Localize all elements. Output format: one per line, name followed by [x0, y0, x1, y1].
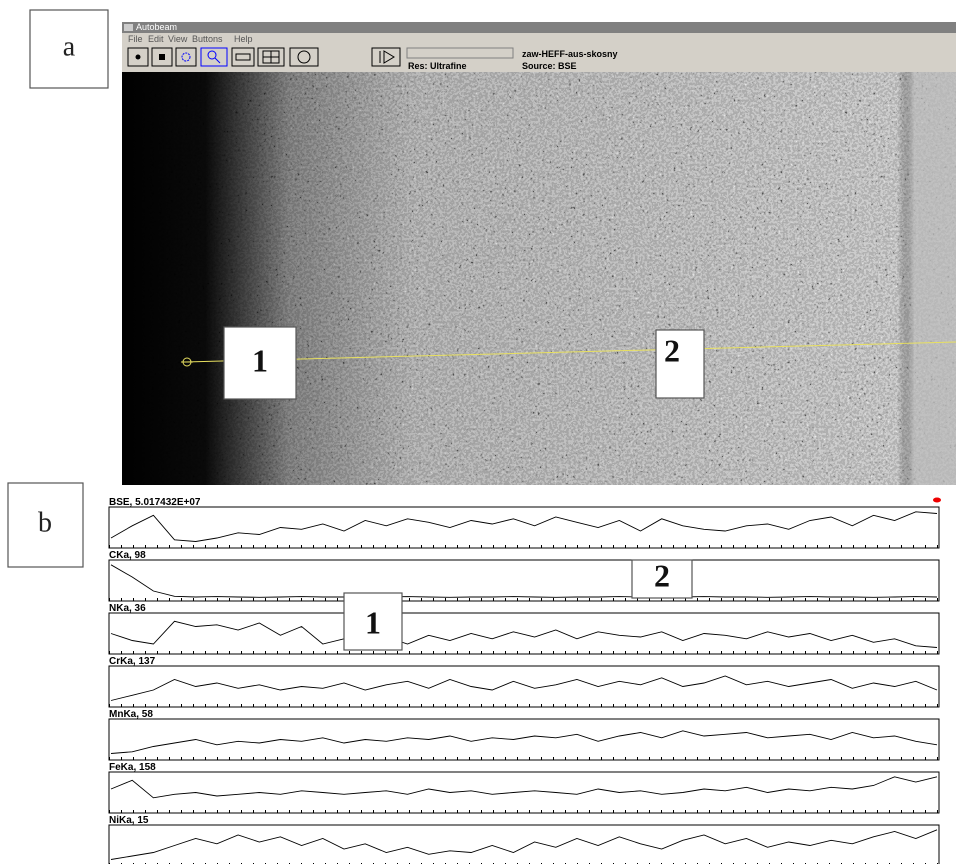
button[interactable]	[200, 47, 228, 67]
scan-label: NiKa, 15	[109, 815, 149, 826]
scan-trace	[110, 730, 938, 754]
line-scans: BSE, 5.017432E+07 CKa, 98 NKa, 36 CrKa, 137…	[108, 497, 940, 864]
cursor-dot	[933, 497, 941, 503]
scan-frame	[108, 665, 940, 708]
button[interactable]	[371, 47, 401, 67]
marker-box	[223, 326, 297, 400]
button[interactable]	[175, 47, 197, 67]
button[interactable]	[231, 47, 255, 67]
marker-box	[631, 559, 693, 599]
scan-trace	[110, 511, 938, 542]
scan-frame	[108, 559, 940, 602]
marker: 1	[252, 342, 268, 378]
scan-frame	[108, 612, 940, 655]
marker-box	[655, 329, 705, 399]
scan-frame	[108, 824, 940, 864]
title-bar	[122, 22, 956, 33]
panel-label-box	[7, 482, 84, 568]
resolution: Res: Ultrafine	[408, 61, 467, 71]
app-icon	[124, 24, 133, 31]
marker-box	[343, 592, 403, 651]
scan-trace	[110, 620, 938, 648]
window: Autobeam File Edit View Buttons Help Res…	[122, 22, 956, 485]
scan-line	[184, 341, 956, 363]
scan-trace	[110, 675, 938, 701]
menu-item[interactable]: Buttons	[192, 34, 223, 44]
menu-item[interactable]: Edit	[148, 34, 164, 44]
menu-item[interactable]: File	[128, 34, 143, 44]
progress-bar	[406, 47, 514, 59]
scan-trace	[110, 564, 938, 598]
scan-label: CrKa, 137	[109, 656, 156, 667]
menu-item[interactable]: View	[168, 34, 188, 44]
marker: 2	[664, 332, 680, 368]
menu-item[interactable]: Help	[234, 34, 253, 44]
scan-label: BSE, 5.017432E+07	[109, 497, 201, 508]
scan-trace	[110, 829, 938, 860]
scan-frame	[108, 718, 940, 761]
scan-label: FeKa, 158	[109, 762, 156, 773]
marker: 2	[654, 557, 670, 593]
scan-label: MnKa, 58	[109, 709, 153, 720]
toolbar-buttons	[127, 47, 514, 67]
scan-label: CKa, 98	[109, 550, 146, 561]
window-title: Autobeam	[136, 22, 177, 32]
scan-frame	[108, 771, 940, 814]
button[interactable]	[289, 47, 319, 67]
panel-label: b	[38, 507, 52, 538]
file-name: zaw-HEFF-aus-skosny	[522, 49, 618, 59]
scan-trace	[110, 776, 938, 799]
sem-shading	[122, 72, 956, 485]
scan-frame	[108, 506, 940, 549]
source: Source: BSE	[522, 61, 577, 71]
scan-label: NKa, 36	[109, 603, 146, 614]
panel-label-box	[29, 9, 109, 89]
marker: 1	[365, 604, 381, 640]
panel-label: a	[63, 31, 76, 62]
